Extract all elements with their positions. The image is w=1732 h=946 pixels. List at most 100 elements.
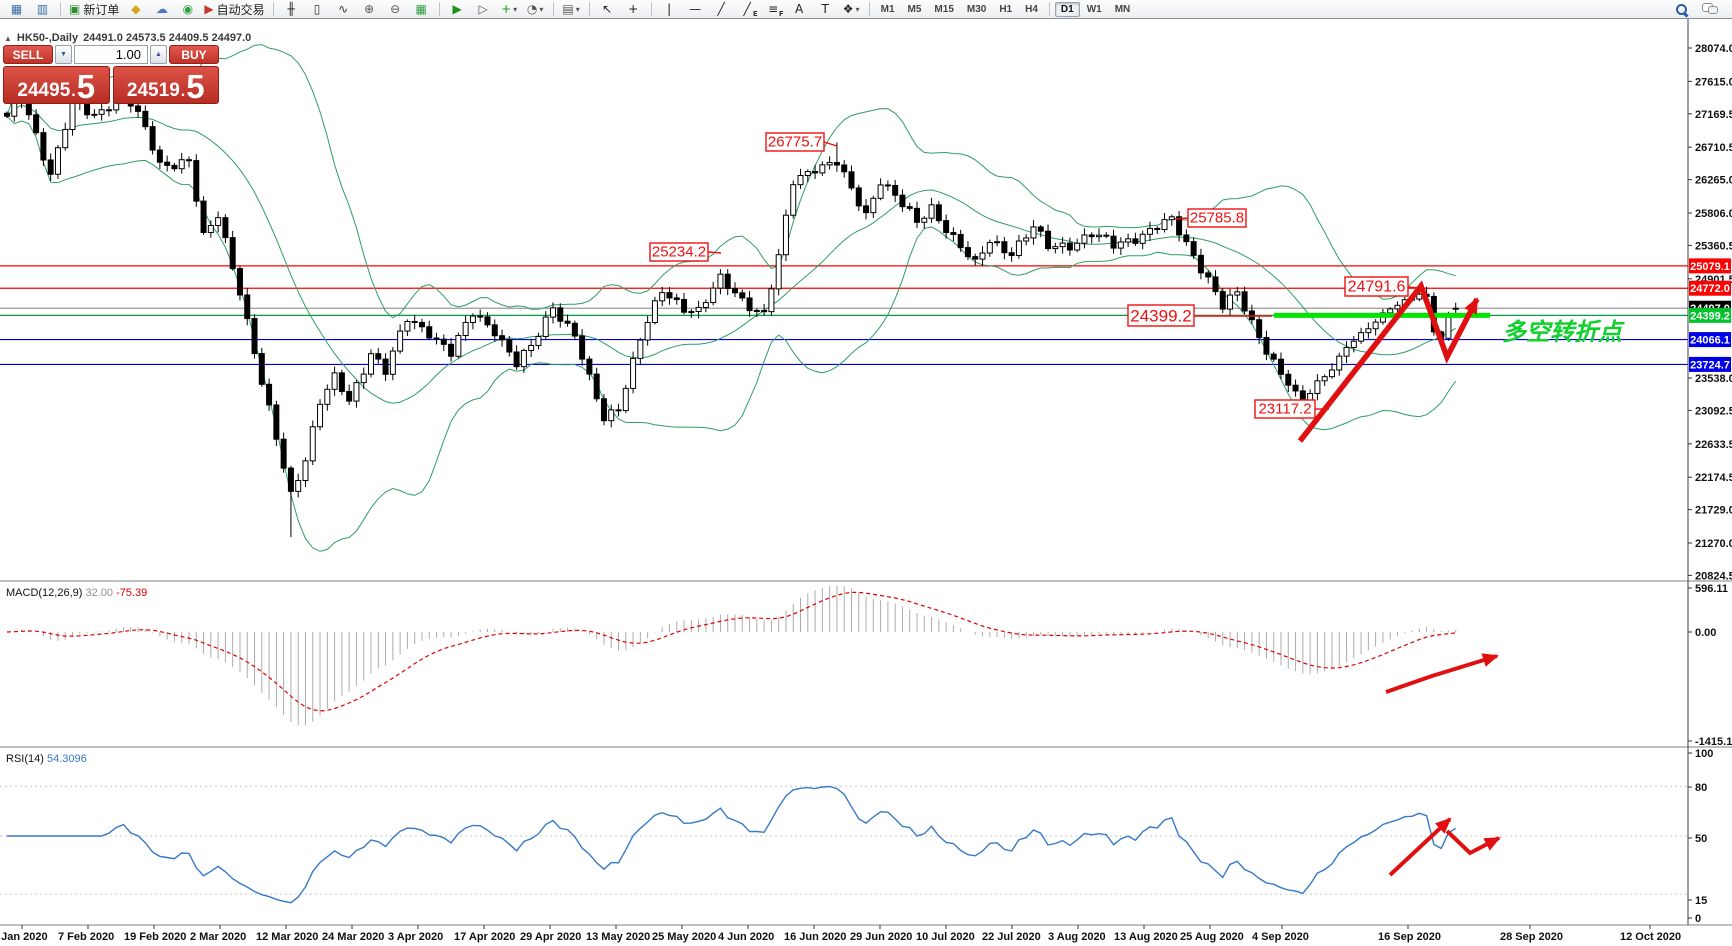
fibonacci-icon: ≡ xyxy=(768,1,779,16)
timeframe-w1[interactable]: W1 xyxy=(1086,3,1102,15)
price-plate-label: 23724.7 xyxy=(1690,359,1730,371)
macd-tick: -1415.19 xyxy=(1695,736,1732,748)
date-tick: 12 Mar 2020 xyxy=(256,931,318,943)
price-tick: 25806.0 xyxy=(1695,208,1732,220)
quotes-icon[interactable]: ◆ xyxy=(123,0,148,19)
timeframe-h1[interactable]: H1 xyxy=(999,3,1013,15)
indicators-button[interactable]: + ▾ xyxy=(497,0,522,19)
templates-icon: ▤ xyxy=(562,1,574,16)
sell-price-frac: 5 xyxy=(76,67,96,105)
macd-panel: MACD(12,26,9) 32.00 -75.39 xyxy=(6,585,1457,726)
rsi-tick: 50 xyxy=(1695,833,1707,845)
price-axis[interactable]: 28074.0 27615.0 27169.5 26710.5 26265.0 25806… xyxy=(1688,43,1732,925)
bar-chart-button[interactable]: ╫ xyxy=(279,0,304,19)
dropdown-arrow-icon: ▾ xyxy=(575,4,580,14)
rsi-panel: RSI(14) 54.3096 xyxy=(0,753,1688,904)
rsi-line xyxy=(7,785,1457,904)
fibonacci-button[interactable]: ≡ F xyxy=(761,0,786,19)
text-button[interactable]: A xyxy=(787,0,812,19)
timeframe-m5[interactable]: M5 xyxy=(907,3,922,15)
trend-arrow-rsi-2[interactable] xyxy=(1445,829,1501,856)
profile-button[interactable]: ▥ xyxy=(30,0,55,19)
new-order-button[interactable]: ▣ 新订单 xyxy=(66,0,122,19)
autotrading-button[interactable]: ▶ 自动交易 xyxy=(201,0,267,19)
chat-icon[interactable] xyxy=(1702,3,1718,15)
zoom-out-button[interactable]: ⊖ xyxy=(383,0,408,19)
horizontal-line-icon: — xyxy=(689,1,702,16)
price-annotation[interactable]: 25234.2 xyxy=(649,242,722,262)
volume-decrease-button[interactable]: ▼ xyxy=(55,45,72,64)
trend-arrow-macd[interactable] xyxy=(1385,653,1499,694)
chart-shift-icon: ▷ xyxy=(478,1,488,16)
price-annotation[interactable]: 25785.8 xyxy=(1174,208,1247,228)
data-window-button[interactable]: ☁ xyxy=(149,0,174,19)
date-tick: 29 Apr 2020 xyxy=(520,931,581,943)
periods-button[interactable]: ◔ ▾ xyxy=(523,0,548,19)
price-plate-label: 24066.1 xyxy=(1690,335,1730,347)
chart-shift-button[interactable]: ▷ xyxy=(471,0,496,19)
volume-input[interactable] xyxy=(74,45,148,64)
date-tick: 13 May 2020 xyxy=(586,931,650,943)
crosshair-button[interactable]: + xyxy=(621,0,646,19)
templates-button[interactable]: ▤ ▾ xyxy=(559,0,584,19)
fibonacci-button-sub-label: F xyxy=(778,9,784,18)
timeframe-mn[interactable]: MN xyxy=(1114,3,1131,15)
symbol-period-label: HK50-,Daily xyxy=(16,32,79,44)
text-label-button[interactable]: T xyxy=(813,0,838,19)
price-annotation[interactable]: 24399.2 xyxy=(1127,304,1272,327)
price-annotation[interactable]: 23117.2 xyxy=(1254,399,1329,419)
indicators-icon: + xyxy=(501,1,512,16)
channel-button[interactable]: ╱ E xyxy=(735,0,760,19)
vertical-line-button[interactable]: | xyxy=(657,0,682,19)
quotes-icon-icon: ◆ xyxy=(131,1,141,16)
annotation-tail xyxy=(1174,217,1189,220)
sell-price-dot: . xyxy=(71,83,76,100)
price-annotation[interactable]: 24791.6 xyxy=(1344,276,1420,297)
trend-arrow-rsi[interactable] xyxy=(1388,817,1452,877)
sell-button[interactable]: SELL xyxy=(3,45,53,64)
auto-scroll-button[interactable]: ▶ xyxy=(445,0,470,19)
price-annotation[interactable]: 26775.7 xyxy=(765,132,838,152)
rsi-tick: 15 xyxy=(1695,895,1707,907)
trade-panel-collapse-icon[interactable]: ▲ xyxy=(4,33,12,43)
cursor-button[interactable]: ↖ xyxy=(595,0,620,19)
timeframe-h4[interactable]: H4 xyxy=(1025,3,1038,15)
tile-windows-button[interactable]: ▦ xyxy=(409,0,434,19)
line-chart-button[interactable]: ∿ xyxy=(331,0,356,19)
horizontal-line-button[interactable]: — xyxy=(683,0,708,19)
date-tick: 16 Sep 2020 xyxy=(1378,931,1441,943)
buy-button[interactable]: BUY xyxy=(169,45,219,64)
timeframe-d1[interactable]: D1 xyxy=(1054,1,1080,17)
new-order-icon: ▣ xyxy=(69,1,81,16)
auto-scroll-icon: ▶ xyxy=(452,1,462,16)
candlestick-chart-button[interactable]: ▯ xyxy=(305,0,330,19)
shapes-button[interactable]: ❖ ▾ xyxy=(839,0,864,19)
search-icon[interactable] xyxy=(1675,3,1688,16)
trendline-button[interactable]: ╱ xyxy=(709,0,734,19)
timeframe-m30[interactable]: M30 xyxy=(966,3,987,15)
rsi-label: RSI(14) 54.3096 xyxy=(6,753,87,765)
text-icon: A xyxy=(795,1,804,16)
buy-price-button[interactable]: 24519 . 5 xyxy=(112,66,219,104)
volume-increase-button[interactable]: ▲ xyxy=(150,45,167,64)
zoom-in-button[interactable]: ⊕ xyxy=(357,0,382,19)
signals-button[interactable]: ◉ xyxy=(175,0,200,19)
date-tick: 10 Jul 2020 xyxy=(916,931,975,943)
toolbar: ▦ ▥ ▣ 新订单 ◆ ☁ ◉ ▶ 自动交易 ╫ ▯ ∿ ⊕ ⊖ ▦ ▶ ▷ + ▾ ◔ ▾ ▤ ▾ ↖ + | — ╱ ╱ E ≡ F A T ❖… xyxy=(0,0,1732,19)
price-tick: 28074.0 xyxy=(1695,43,1732,55)
date-axis[interactable]: 4 Jan 2020 7 Feb 2020 19 Feb 2020 2 Mar 202… xyxy=(0,925,1681,943)
timeframe-m15[interactable]: M15 xyxy=(934,3,954,15)
date-tick: 29 Jun 2020 xyxy=(850,931,912,943)
toolbar-separator xyxy=(868,2,870,16)
timeframe-m1[interactable]: M1 xyxy=(880,3,895,15)
bar-chart-icon: ╫ xyxy=(287,1,295,16)
sell-price-button[interactable]: 24495 . 5 xyxy=(3,66,110,104)
rsi-tick: 100 xyxy=(1695,748,1713,760)
channel-icon: ╱ xyxy=(743,1,751,16)
price-plate-label: 24772.0 xyxy=(1690,283,1730,295)
chart-window-button[interactable]: ▦ xyxy=(4,0,29,19)
one-click-trading-panel: SELL ▼ ▲ BUY 24495 . 5 24519 . 5 xyxy=(3,45,219,104)
timeframe-group: M1 M5 M15 M30 H1 H4 D1 W1 MN xyxy=(875,1,1137,17)
trend-arrow-main[interactable] xyxy=(1297,280,1480,443)
